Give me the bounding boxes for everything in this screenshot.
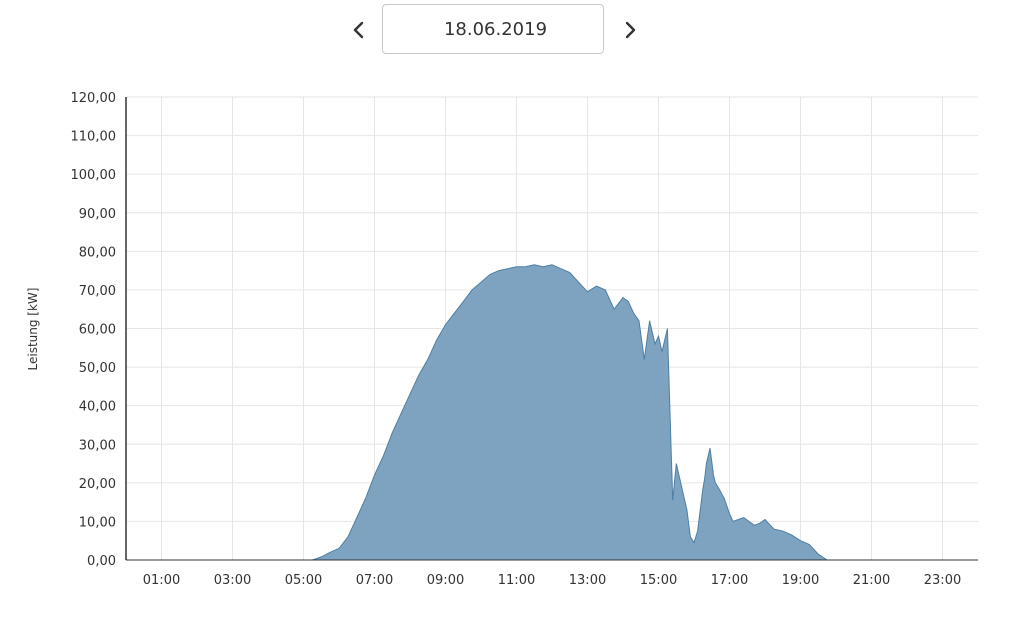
x-tick-label: 13:00 bbox=[569, 573, 606, 588]
x-tick-label: 17:00 bbox=[711, 573, 748, 588]
y-tick-label: 100,00 bbox=[71, 168, 117, 183]
x-tick-label: 11:00 bbox=[498, 573, 535, 588]
x-axis-ticks: 01:00 03:00 05:00 07:00 09:00 11:00 13:00 15:00… bbox=[143, 573, 961, 588]
chevron-right-icon bbox=[625, 21, 636, 39]
y-tick-label: 20,00 bbox=[79, 477, 116, 492]
chart-axes bbox=[125, 97, 978, 561]
x-tick-label: 21:00 bbox=[853, 573, 890, 588]
y-tick-label: 10,00 bbox=[79, 515, 116, 530]
x-tick-label: 05:00 bbox=[285, 573, 322, 588]
y-tick-label: 90,00 bbox=[79, 207, 116, 222]
y-tick-label: 40,00 bbox=[79, 400, 116, 415]
y-tick-label: 110,00 bbox=[71, 130, 117, 145]
x-tick-label: 15:00 bbox=[640, 573, 677, 588]
y-axis-label: Leistung [kW] bbox=[26, 288, 40, 371]
y-tick-label: 30,00 bbox=[79, 438, 116, 453]
x-tick-label: 19:00 bbox=[782, 573, 819, 588]
y-tick-label: 70,00 bbox=[79, 284, 116, 299]
prev-day-button[interactable] bbox=[343, 14, 373, 46]
x-tick-label: 07:00 bbox=[356, 573, 393, 588]
date-input[interactable] bbox=[383, 5, 603, 53]
chevron-left-icon bbox=[353, 21, 364, 39]
next-day-button[interactable] bbox=[616, 14, 646, 46]
x-tick-label: 01:00 bbox=[143, 573, 180, 588]
y-tick-label: 80,00 bbox=[79, 245, 116, 260]
y-axis-ticks: 0,00 10,00 20,00 30,00 40,00 50,00 60,00 70,00 8… bbox=[71, 91, 117, 569]
power-area-layer bbox=[312, 264, 899, 561]
power-area-series-0 bbox=[312, 264, 899, 561]
x-tick-label: 09:00 bbox=[427, 573, 464, 588]
y-tick-label: 120,00 bbox=[71, 91, 117, 106]
date-picker bbox=[382, 4, 604, 54]
y-tick-label: 60,00 bbox=[79, 323, 116, 338]
y-tick-label: 50,00 bbox=[79, 361, 116, 376]
y-tick-label: 0,00 bbox=[87, 554, 116, 569]
x-tick-label: 23:00 bbox=[924, 573, 961, 588]
x-tick-label: 03:00 bbox=[214, 573, 251, 588]
